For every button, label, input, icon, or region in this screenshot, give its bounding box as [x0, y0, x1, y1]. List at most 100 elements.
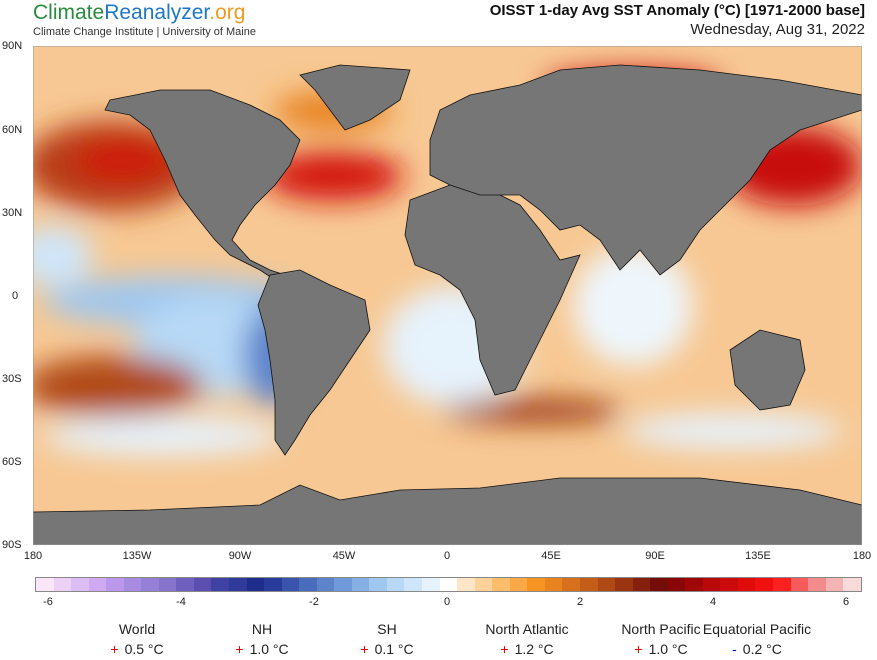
lat-label: 90N: [2, 40, 23, 52]
colorbar-swatch: [562, 578, 580, 591]
stat-value-row: +1.2 °C: [457, 641, 597, 657]
colorbar-swatch: [790, 578, 809, 591]
logo-text-reanalyzer: Reanalyzer: [104, 1, 210, 24]
colorbar-swatch: [316, 578, 335, 591]
stat-label: North Atlantic: [485, 621, 569, 637]
stat-value: 0.2 °C: [742, 641, 782, 657]
colorbar-swatch: [772, 578, 791, 591]
colorbar-swatch: [404, 578, 423, 591]
colorbar-swatch: [457, 578, 475, 591]
colorbar-swatch: [825, 578, 844, 591]
lon-label: 180: [23, 550, 43, 562]
eurasia: [429, 64, 862, 276]
land-masses: [33, 64, 862, 545]
lon-label: 135W: [122, 550, 152, 562]
lat-label: 90S: [2, 539, 22, 551]
greenland: [299, 64, 411, 131]
lat-label: 60N: [2, 124, 23, 136]
lon-label: 45W: [332, 550, 356, 562]
colorbar-tick: -4: [176, 596, 186, 608]
stat-sign: +: [500, 641, 509, 657]
colorbar-swatch: [158, 578, 177, 591]
colorbar-swatch: [597, 578, 616, 591]
colorbar-swatch: [808, 578, 826, 591]
stat-value: 1.0 °C: [648, 641, 688, 657]
colorbar-swatch: [579, 578, 598, 591]
colorbar-swatch: [720, 578, 738, 591]
colorbar-swatch: [71, 578, 89, 591]
colorbar-tick: 2: [576, 596, 584, 608]
colorbar-tick: 6: [842, 596, 850, 608]
stat-label: World: [118, 621, 156, 637]
colorbar: [35, 577, 862, 592]
lat-label: 30N: [2, 207, 23, 219]
climate-reanalyzer-logo[interactable]: ClimateReanalyzer.org: [33, 1, 245, 25]
stat-value-row: +1.0 °C: [192, 641, 332, 657]
stat-value-row: +0.1 °C: [317, 641, 457, 657]
colorbar-swatch: [123, 578, 142, 591]
stat-sign: +: [360, 641, 369, 657]
logo-text-climate: Climate: [33, 1, 105, 24]
colorbar-swatch: [264, 578, 282, 591]
stat-value: 1.2 °C: [514, 641, 554, 657]
stat-label: North Pacific: [621, 621, 701, 637]
stat-label: SH: [377, 621, 397, 637]
colorbar-tick: 4: [709, 596, 717, 608]
colorbar-swatch: [650, 578, 668, 591]
lon-label: 135E: [745, 550, 771, 562]
stat-value: 0.5 °C: [124, 641, 164, 657]
stat-sign: +: [110, 641, 119, 657]
colorbar-swatch: [527, 578, 545, 591]
colorbar-swatch: [246, 578, 265, 591]
stat-value-row: +0.5 °C: [67, 641, 207, 657]
australia: [729, 329, 806, 411]
colorbar-swatch: [509, 578, 528, 591]
lon-label: 45E: [541, 550, 561, 562]
stat-value: 1.0 °C: [249, 641, 289, 657]
lat-label: 60S: [2, 456, 22, 468]
colorbar-swatch: [422, 578, 440, 591]
logo-subtitle: Climate Change Institute | University of…: [33, 26, 256, 38]
colorbar-swatch: [439, 578, 458, 591]
colorbar-swatch: [474, 578, 493, 591]
colorbar-swatch: [702, 578, 721, 591]
colorbar-swatch: [229, 578, 247, 591]
colorbar-swatch: [36, 578, 54, 591]
stat-equatorial-pacific: Equatorial Pacific -0.2 °C: [687, 621, 827, 657]
colorbar-tick: -2: [309, 596, 319, 608]
lat-label: 30S: [2, 373, 22, 385]
colorbar-swatch: [843, 578, 861, 591]
colorbar-swatch: [193, 578, 212, 591]
stat-label: NH: [251, 621, 273, 637]
stat-value: 0.1 °C: [374, 641, 414, 657]
map-date: Wednesday, Aug 31, 2022: [690, 21, 865, 38]
colorbar-swatch: [369, 578, 387, 591]
stat-sh: SH +0.1 °C: [317, 621, 457, 657]
lon-label: 90W: [228, 550, 252, 562]
colorbar-swatch: [492, 578, 510, 591]
lat-label: 0: [12, 290, 19, 302]
colorbar-swatch: [53, 578, 72, 591]
map-title: OISST 1-day Avg SST Anomaly (°C) [1971-2…: [489, 2, 865, 19]
colorbar-tick: -6: [43, 596, 53, 608]
colorbar-swatch: [632, 578, 651, 591]
colorbar-swatch: [737, 578, 756, 591]
north-america: [104, 89, 301, 281]
colorbar-swatch: [544, 578, 563, 591]
stat-sign: +: [634, 641, 643, 657]
stat-value-row: +1.0 °C: [591, 641, 731, 657]
colorbar-swatch: [386, 578, 405, 591]
stat-north-atlantic: North Atlantic +1.2 °C: [457, 621, 597, 657]
stat-sign: -: [732, 641, 737, 657]
stat-north-pacific: North Pacific +1.0 °C: [591, 621, 731, 657]
colorbar-swatch: [334, 578, 352, 591]
stat-world: World +0.5 °C: [67, 621, 207, 657]
south-america: [257, 269, 371, 456]
stat-label: Equatorial Pacific: [702, 621, 812, 637]
antarctica: [33, 477, 862, 545]
colorbar-swatch: [685, 578, 703, 591]
stat-value-row: -0.2 °C: [687, 641, 827, 657]
colorbar-tick: 0: [443, 596, 451, 608]
colorbar-swatch: [615, 578, 633, 591]
